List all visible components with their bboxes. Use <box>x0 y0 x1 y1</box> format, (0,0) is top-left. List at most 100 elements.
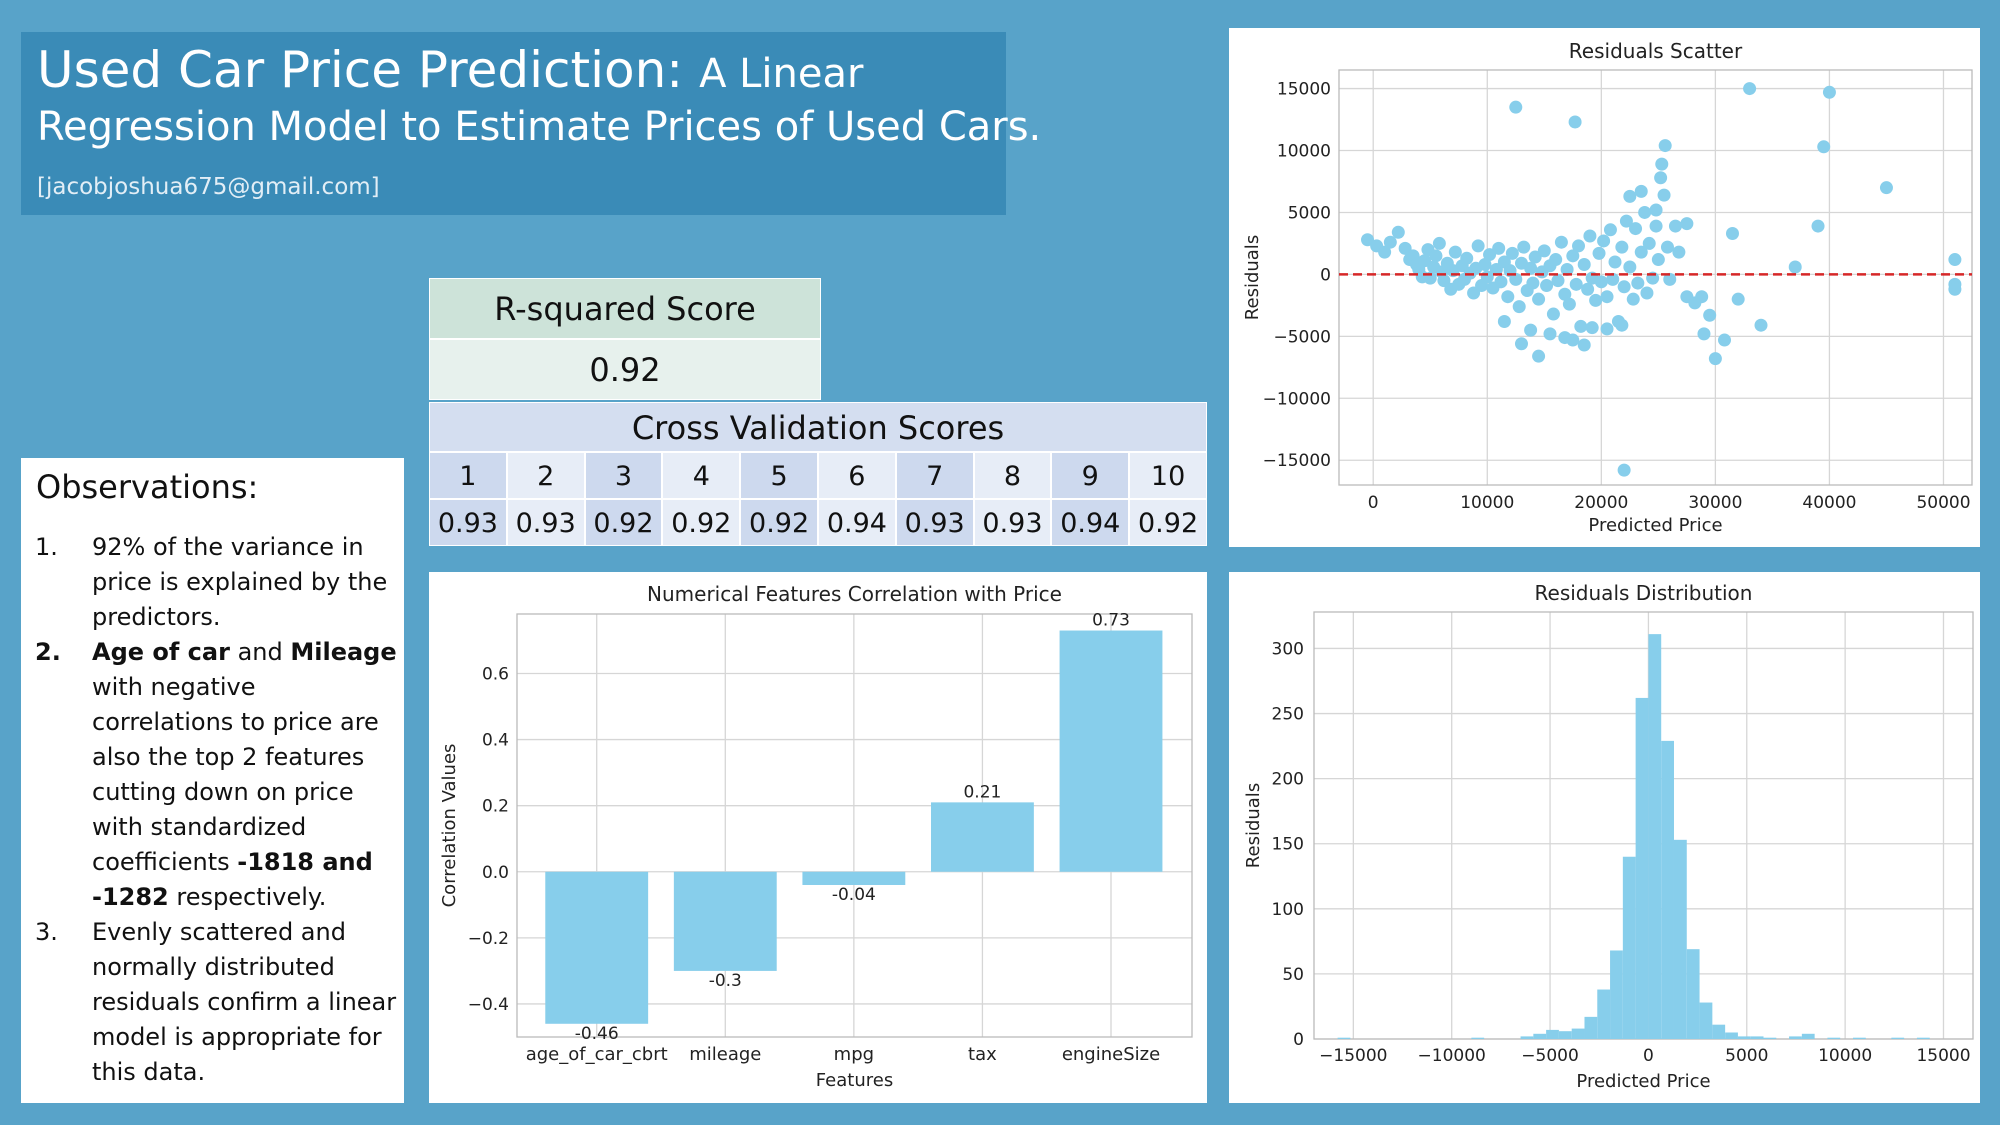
scatter-point <box>1743 82 1757 96</box>
chart-title: Residuals Distribution <box>1535 581 1753 605</box>
scatter-point <box>1640 286 1654 300</box>
histogram-bar <box>1712 1024 1726 1039</box>
scatter-point <box>1569 277 1583 291</box>
scatter-point <box>1617 280 1631 294</box>
y-tick-label: −5000 <box>1273 327 1331 347</box>
author-email: [jacobjoshua675@gmail.com] <box>37 174 380 200</box>
histogram-bar <box>1648 634 1662 1039</box>
scatter-point <box>1483 248 1497 262</box>
scatter-point <box>1572 239 1586 253</box>
scatter-point <box>1631 276 1645 290</box>
title-banner: Used Car Price Prediction: A Linear Regr… <box>21 32 1041 215</box>
histogram-bar <box>1801 1033 1815 1039</box>
scatter-point <box>1532 292 1546 306</box>
scatter-point <box>1948 253 1962 267</box>
histogram-bar <box>1610 950 1623 1039</box>
histogram-bar <box>1533 1033 1547 1039</box>
histogram-bar <box>1737 1036 1751 1039</box>
scatter-point <box>1672 245 1686 259</box>
scatter-point <box>1492 241 1506 255</box>
histogram-bar <box>1725 1032 1738 1039</box>
observation-item: 1. 92% of the variance in price is expla… <box>35 530 401 635</box>
scatter-point <box>1524 323 1538 337</box>
scatter-point <box>1540 279 1554 293</box>
bold-age-of-car: Age of car <box>92 638 230 666</box>
scatter-point <box>1657 188 1671 202</box>
observation-text: Age of car and Mileage with negative cor… <box>92 635 401 915</box>
scatter-point <box>1788 260 1802 274</box>
scatter-point <box>1708 352 1722 366</box>
scatter-point <box>1879 181 1893 195</box>
cross-validation-label: Cross Validation Scores <box>429 402 1207 452</box>
x-tick-label: −15000 <box>1319 1046 1387 1066</box>
fold-score-8: 0.93 <box>973 499 1052 546</box>
x-tick-label: −5000 <box>1521 1046 1579 1066</box>
scatter-point <box>1817 140 1831 154</box>
y-tick-label: −10000 <box>1263 389 1331 409</box>
observation-item: 3. Evenly scattered and normally distrib… <box>35 915 401 1090</box>
title-sub: A Linear <box>699 51 864 97</box>
y-axis-label: Correlation Values <box>439 744 460 908</box>
fold-score-2: 0.93 <box>506 499 585 546</box>
scatter-point <box>1566 333 1580 347</box>
histogram-bar <box>1558 1031 1572 1039</box>
scatter-point <box>1517 240 1531 254</box>
scatter-point <box>1603 223 1617 237</box>
fold-index-3: 3 <box>584 452 663 499</box>
bar-age_of_car_cbrt <box>545 871 649 1024</box>
y-tick-label: 0.0 <box>482 863 509 883</box>
bar-value-label: 0.21 <box>963 782 1001 802</box>
scatter-point <box>1822 85 1836 99</box>
observation-text: 92% of the variance in price is explaine… <box>92 533 388 631</box>
correlation-panel: Numerical Features Correlation with Pric… <box>429 572 1207 1103</box>
y-axis-label: Residuals <box>1242 235 1263 320</box>
fold-index-row: 1 2 3 4 5 6 7 8 9 10 <box>429 452 1207 499</box>
scatter-point <box>1509 100 1523 114</box>
fold-index-5: 5 <box>740 452 818 499</box>
r-squared-value: 0.92 <box>429 339 821 400</box>
scatter-point <box>1562 297 1576 311</box>
scatter-point <box>1592 246 1606 260</box>
scatter-point <box>1437 274 1451 288</box>
x-tick-label: −10000 <box>1418 1046 1486 1066</box>
title-line-2: Regression Model to Estimate Prices of U… <box>37 104 1042 150</box>
bar-mpg <box>802 871 906 885</box>
scatter-point <box>1532 349 1546 363</box>
scatter-point <box>1697 327 1711 341</box>
x-tick-label: 0 <box>1643 1046 1654 1066</box>
scatter-point <box>1432 236 1446 250</box>
scatter-point <box>1471 239 1485 253</box>
bar-value-label: -0.46 <box>575 1024 619 1044</box>
scatter-point <box>1391 225 1405 239</box>
x-axis-label: Features <box>816 1070 893 1091</box>
y-tick-label: 100 <box>1272 900 1304 920</box>
scatter-point <box>1718 333 1732 347</box>
y-tick-label: 50 <box>1282 965 1304 985</box>
y-tick-label: −0.2 <box>468 929 509 949</box>
x-tick-label: 40000 <box>1802 493 1856 513</box>
fold-index-7: 7 <box>895 452 974 499</box>
scatter-point <box>1577 338 1591 352</box>
x-tick-label: 10000 <box>1818 1046 1872 1066</box>
fold-score-4: 0.92 <box>662 499 741 546</box>
scatter-point <box>1608 255 1622 269</box>
scatter-point <box>1361 233 1375 247</box>
fold-index-2: 2 <box>506 452 585 499</box>
scatter-point <box>1566 249 1580 263</box>
y-tick-label: 0.4 <box>482 731 509 751</box>
y-tick-label: 250 <box>1272 705 1304 725</box>
histogram-bar <box>1891 1037 1905 1039</box>
y-tick-label: −15000 <box>1263 451 1331 471</box>
scatter-point <box>1537 244 1551 258</box>
scatter-point <box>1663 272 1677 286</box>
x-axis-label: Predicted Price <box>1588 515 1722 536</box>
histogram-bar <box>1853 1037 1866 1039</box>
fold-index-6: 6 <box>817 452 896 499</box>
observation-item: 2. Age of car and Mileage with negative … <box>35 635 401 915</box>
y-tick-label: 5000 <box>1288 203 1331 223</box>
scatter-point <box>1638 205 1652 219</box>
x-tick-label: 30000 <box>1688 493 1742 513</box>
residuals-distribution-panel: Residuals Distribution −15000 −10000 −5000 0… <box>1229 572 1980 1103</box>
plot-frame <box>1338 69 1973 486</box>
page-title: Used Car Price Prediction: A Linear <box>37 40 863 104</box>
